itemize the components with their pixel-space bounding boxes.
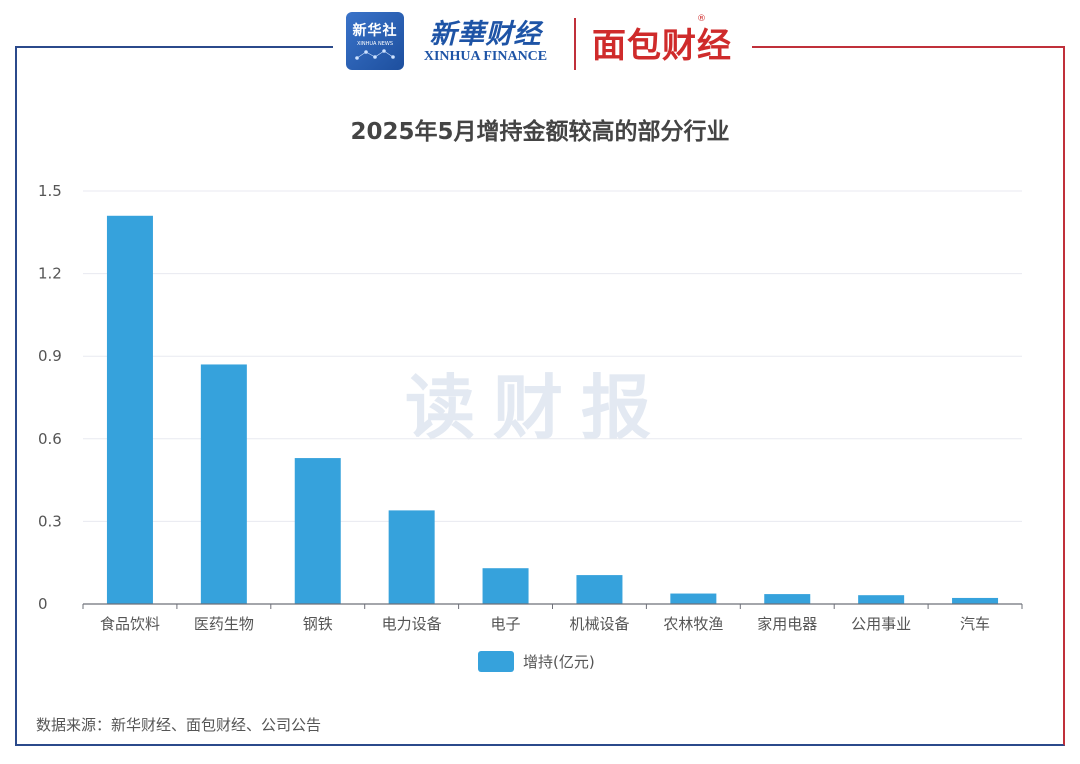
x-tick-label: 公用事业 xyxy=(851,615,911,633)
bar-7 xyxy=(670,593,717,604)
bar-5 xyxy=(482,568,529,604)
bar-9 xyxy=(858,595,905,604)
chart-title: 2025年5月增持金额较高的部分行业 xyxy=(350,119,730,145)
x-tick-label: 钢铁 xyxy=(303,615,333,633)
bar-1 xyxy=(106,215,153,604)
x-tick-labels: 食品饮料 医药生物 钢铁 电力设备 电子 机械设备 农林牧渔 家用电器 公用事业 汽车 xyxy=(100,615,990,633)
legend-swatch xyxy=(478,651,514,672)
x-tick-label: 汽车 xyxy=(960,615,990,633)
bar-8 xyxy=(764,594,811,604)
watermark: 读财报 xyxy=(405,367,669,449)
frame-top-left-line xyxy=(15,46,333,48)
x-axis xyxy=(82,603,1023,609)
bar-3 xyxy=(294,458,341,604)
bars xyxy=(106,215,999,604)
y-tick-label: 0.3 xyxy=(38,512,62,530)
y-tick-label: 0.9 xyxy=(38,347,62,365)
mianbao-finance-logo: 面包财经 xyxy=(592,26,732,66)
legend: 增持(亿元) xyxy=(478,651,595,672)
y-tick-label: 1.5 xyxy=(38,182,62,200)
xinhua-news-logo: 新华社 XINHUA NEWS xyxy=(346,12,404,70)
data-source-note: 数据来源：新华财经、面包财经、公司公告 xyxy=(36,716,322,734)
x-tick-label: 农林牧渔 xyxy=(663,615,723,633)
x-tick-label: 电力设备 xyxy=(382,615,442,633)
y-tick-label: 1.2 xyxy=(38,265,62,283)
registered-mark: ® xyxy=(697,14,706,24)
frame-top-right-line xyxy=(752,46,1065,48)
bar-4 xyxy=(388,510,435,604)
bar-2 xyxy=(200,364,247,604)
bar-6 xyxy=(576,575,623,604)
logo-separator xyxy=(574,18,576,70)
network-dots-icon xyxy=(355,49,395,60)
legend-label: 增持(亿元) xyxy=(523,653,595,671)
x-tick-label: 食品饮料 xyxy=(100,615,160,633)
bar-10 xyxy=(952,597,999,604)
x-tick-label: 电子 xyxy=(491,615,521,633)
xinhua-finance-logo: 新華财经 XINHUA FINANCE xyxy=(423,19,548,64)
x-tick-label: 家用电器 xyxy=(757,615,817,633)
x-tick-label: 医药生物 xyxy=(194,615,254,633)
x-tick-label: 机械设备 xyxy=(569,615,629,633)
y-tick-labels: 0 0.3 0.6 0.9 1.2 1.5 xyxy=(38,182,62,613)
y-tick-label: 0 xyxy=(38,595,48,613)
chart-frame xyxy=(15,46,1065,746)
y-tick-label: 0.6 xyxy=(38,430,62,448)
